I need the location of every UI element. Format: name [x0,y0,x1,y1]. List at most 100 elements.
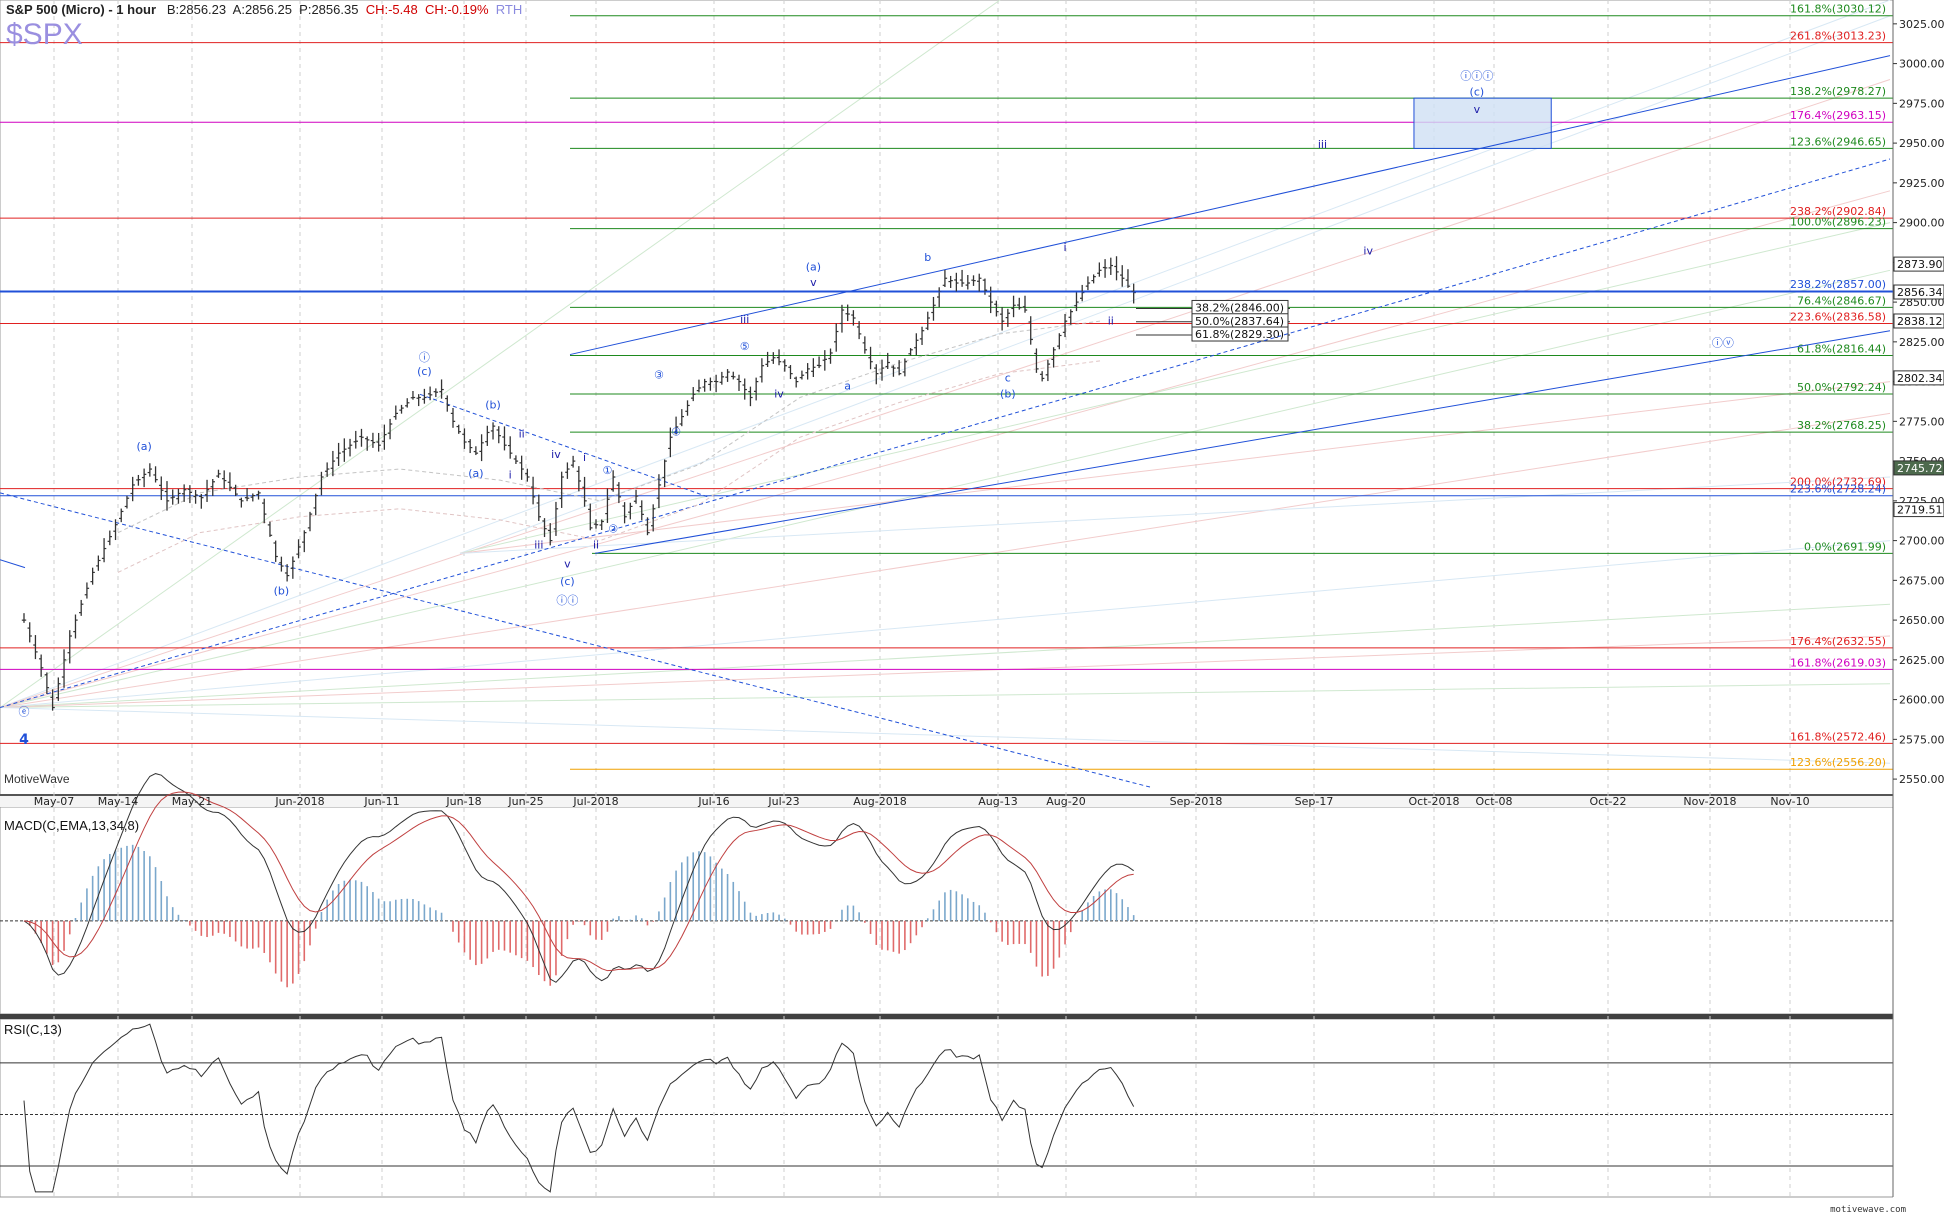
wave-label: ⓘⓘⓘ [1460,70,1493,83]
price-tag [1893,313,1944,329]
wave-label: ii [1108,314,1114,327]
time-axis-label: Jun-18 [445,795,481,808]
fan-line [459,15,1891,554]
wave-label: v [810,276,817,289]
change-value: CH:-5.48 [365,2,418,17]
wave-label: b [924,251,931,264]
rsi-line [23,1023,1135,1193]
trend-line-dashed [419,393,711,499]
time-axis-label: May-21 [172,795,213,808]
fib-level-label: 223.6%(2836.58) [1790,310,1886,323]
panel-divider [0,1014,1893,1019]
wave-label: v [1474,103,1481,116]
wave-label: i [1064,241,1067,254]
wave-label: ② [608,523,618,536]
wave-label: i [583,451,586,464]
fib-level-label: 161.8%(2619.03) [1790,656,1886,669]
wave-label: ④ [671,426,681,439]
wave-label: iv [551,448,561,461]
fan-line [459,476,1891,554]
axis-tick-label: 2550.00 [1899,773,1944,786]
axis-tick-label: 3025.00 [1899,18,1944,31]
fib-level-label: 50.0%(2792.24) [1797,381,1886,394]
axis-tick-label: 2975.00 [1899,97,1944,110]
wave-label: a [844,380,851,393]
moving-average-line [117,320,1101,534]
wave-label: ⓔ [19,706,30,719]
time-axis-label: Aug-13 [978,795,1017,808]
axis-tick-label: 2700.00 [1899,535,1944,548]
trend-lines [0,55,1891,788]
time-axis-label: Oct-2018 [1409,795,1460,808]
price-tag-label: 2856.34 [1897,286,1943,299]
fan-line [0,603,1891,709]
wave-label: iv [774,388,784,401]
wave-label: c [1005,372,1011,385]
price-tag [1893,370,1944,386]
change-pct-value: CH:-0.19% [424,2,489,17]
price-tag [1893,460,1944,476]
macd-signal-line [23,791,1134,972]
wave-label: (a) [136,440,151,453]
wave-label: ii [593,539,599,552]
panel-divider [0,794,1893,796]
fib-level-label: 261.8%(3013.23) [1790,30,1886,43]
wave-label: iii [1318,138,1327,151]
axis-tick-label: 2675.00 [1899,574,1944,587]
trend-line-lower [594,330,1891,554]
fib-level-label: 161.8%(3030.12) [1790,3,1886,16]
wave-label: v [564,558,571,571]
fib-level-label: 238.2%(2902.84) [1790,205,1886,218]
price-tag [1893,256,1944,272]
fib-level-label: 76.4%(2846.67) [1797,294,1886,307]
trend-line-dashed [0,158,1891,709]
time-axis-label: Sep-17 [1295,795,1334,808]
time-axis-label: Jul-2018 [572,795,618,808]
wave-label: ③ [654,368,664,381]
moving-average-line [117,360,1101,573]
target-box [1413,97,1552,149]
time-axis-label: Aug-2018 [853,795,906,808]
axis-tick-label: 2950.00 [1899,137,1944,150]
rsi-panel: 20.030.040.050.060.070.080.055.657.4372 [0,1023,1944,1199]
time-axis-label: Nov-10 [1770,795,1809,808]
time-axis-label: Sep-2018 [1170,795,1223,808]
fan-lines [0,0,1891,764]
wave-label: iii [534,539,543,552]
time-axis-label: Oct-08 [1476,795,1513,808]
wave-label: (c) [417,365,432,378]
price-tag [1893,284,1944,300]
price-tag-label: 2745.72 [1897,462,1943,475]
wave-label: (a) [468,467,483,480]
fib-level-label: 200.0%(2732.69) [1790,476,1886,489]
trend-line-upper [569,55,1891,356]
bid-value: B:2856.23 [166,2,227,17]
symbol-watermark: $SPX [6,18,83,51]
time-axis-label: Oct-22 [1590,795,1627,808]
price-tag-label: 2802.34 [1897,372,1943,385]
wave-label: (b) [274,585,290,598]
fan-line [459,381,1891,554]
wave-label: ii [519,427,525,440]
axis-tick-label: 3000.00 [1899,58,1944,71]
chart-header: S&P 500 (Micro) - 1 hour B:2856.23 A:285… [6,2,522,17]
axis-background [1893,0,1944,1217]
price-tag-label: 2838.12 [1897,315,1943,328]
retrace-label: 38.2%(2846.00) [1195,301,1284,314]
time-axis-label: Aug-20 [1046,795,1085,808]
fib-level-label: 223.6%(2728.24) [1790,483,1886,496]
axis-tick-label: 2625.00 [1899,654,1944,667]
axis-tick-label: 2650.00 [1899,614,1944,627]
price-bars [21,256,1136,711]
instrument-title: S&P 500 (Micro) - 1 hour [6,2,157,17]
wave-label: iii [740,313,749,326]
ask-value: A:2856.25 [232,2,292,17]
motivewave-watermark: MotiveWave [4,772,70,786]
retrace-label: 50.0%(2837.64) [1195,315,1284,328]
fib-level-label: 38.2%(2768.25) [1797,419,1886,432]
time-axis-label: Nov-2018 [1683,795,1736,808]
fan-line [0,635,1891,709]
fan-line [0,540,1891,709]
